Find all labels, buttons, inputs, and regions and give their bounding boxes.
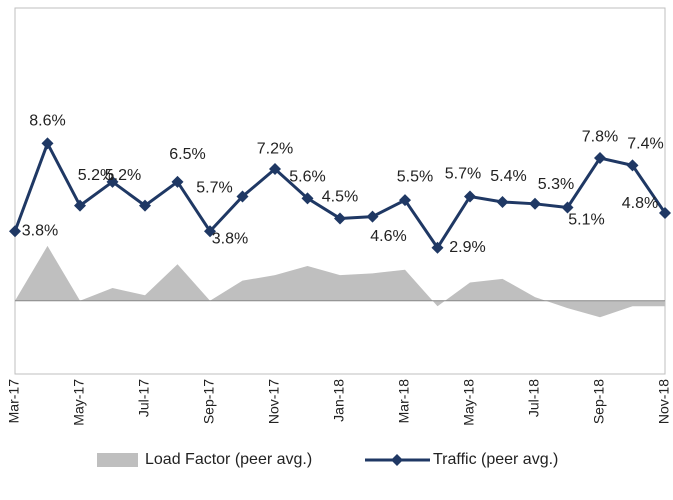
x-tick-label: Nov-18 (656, 379, 672, 424)
marker (269, 163, 281, 176)
data-label: 5.5% (397, 168, 433, 185)
x-tick-label: Nov-17 (266, 379, 282, 424)
legend-swatch (391, 454, 403, 466)
data-label: 6.5% (169, 146, 205, 163)
x-tick-label: Mar-18 (396, 379, 412, 424)
marker (41, 137, 54, 150)
legend-label: Traffic (peer avg.) (433, 451, 558, 468)
data-label: 5.7% (445, 166, 481, 183)
data-label: 3.8% (22, 222, 58, 239)
marker (366, 210, 379, 223)
marker (626, 159, 639, 172)
data-label: 7.4% (627, 136, 663, 153)
x-tick-label: Jul-17 (136, 379, 152, 417)
legend-swatch (97, 453, 138, 467)
marker (561, 201, 574, 214)
data-label: 5.2% (105, 167, 141, 184)
marker (431, 241, 444, 254)
data-label: 5.7% (196, 180, 232, 197)
x-tick-label: Sep-17 (201, 379, 217, 424)
marker (9, 225, 21, 238)
marker (171, 175, 184, 188)
marker (496, 195, 509, 208)
marker (659, 206, 671, 219)
area (15, 245, 665, 318)
x-tick-label: Jan-18 (331, 379, 347, 422)
plot-frame (14, 7, 666, 375)
data-label: 5.4% (490, 168, 526, 185)
x-tick-label: Mar-17 (6, 379, 22, 424)
data-label: 5.3% (538, 176, 574, 193)
data-label: 7.2% (257, 140, 293, 157)
x-tick-label: Jul-18 (526, 379, 542, 417)
data-label: 5.6% (289, 169, 325, 186)
data-label: 4.5% (322, 189, 358, 206)
data-label: 5.1% (568, 212, 604, 229)
marker (464, 190, 476, 203)
x-tick-label: Sep-18 (591, 379, 607, 424)
data-label: 5.2% (78, 167, 114, 184)
marker (594, 152, 606, 165)
data-label: 7.8% (582, 128, 618, 145)
marker (139, 199, 151, 212)
data-label: 3.8% (212, 230, 248, 247)
data-label: 4.6% (370, 228, 406, 245)
x-tick-label: May-17 (71, 379, 87, 426)
marker (301, 192, 314, 205)
marker (204, 225, 216, 238)
marker (334, 212, 346, 225)
marker (399, 194, 411, 207)
marker (74, 199, 86, 212)
marker (106, 175, 119, 188)
data-label: 4.8% (622, 195, 658, 212)
x-tick-label: May-18 (461, 379, 477, 426)
marker (529, 197, 541, 210)
data-label: 8.6% (29, 113, 65, 130)
marker (236, 190, 249, 203)
legend-label: Load Factor (peer avg.) (145, 451, 312, 468)
data-label: 2.9% (449, 239, 485, 256)
